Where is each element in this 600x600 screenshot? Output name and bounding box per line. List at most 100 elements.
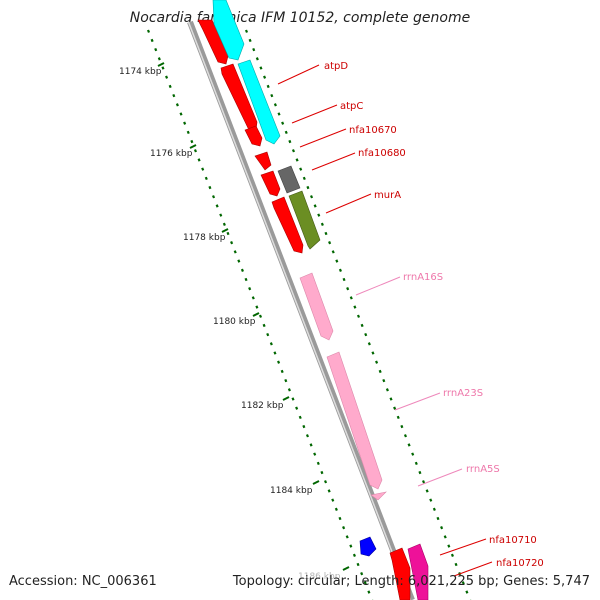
scale-dot [310, 195, 314, 199]
cds-feature[interactable] [197, 19, 229, 65]
scale-dot [179, 112, 183, 116]
gene-label-nfa10720[interactable]: nfa10720 [496, 558, 544, 569]
scale-dot [316, 461, 320, 466]
gene-label-rrnA23S[interactable]: rrnA23S [443, 388, 483, 399]
murA-feature[interactable] [288, 190, 321, 250]
magenta-feature[interactable] [407, 543, 429, 600]
scale-dot [248, 38, 252, 43]
scale-dot [154, 47, 158, 52]
scale-dot [240, 268, 244, 272]
scale-dot [345, 535, 349, 539]
scale-dot [161, 66, 165, 70]
scale-major-tick [342, 566, 350, 571]
scale-dot [277, 112, 281, 116]
scale-major-tick [157, 62, 165, 67]
scale-dot [309, 443, 313, 447]
scale-dot [222, 222, 226, 226]
gene-label-nfa10680[interactable]: nfa10680 [358, 148, 406, 159]
scale-dot [273, 103, 277, 107]
scale-dot [356, 562, 360, 567]
scale-dot [193, 149, 197, 153]
scale-dot [425, 489, 429, 493]
scale-dot [295, 406, 299, 410]
atpC-feature[interactable] [237, 59, 281, 145]
scale-dot [440, 526, 444, 530]
scale-dot [269, 342, 273, 346]
scale-dot [349, 296, 353, 300]
genome-summary-text: Topology: circular; Length: 6,021,225 bp… [232, 574, 590, 589]
scale-dot [367, 590, 371, 594]
scale-dot [157, 57, 161, 61]
scale-dot [375, 360, 379, 364]
scale-label: 1174 kbp [119, 67, 162, 77]
scale-dot [317, 213, 321, 217]
cds-feature[interactable] [254, 151, 272, 171]
cds-feature[interactable] [389, 547, 411, 600]
scale-dot [204, 176, 208, 181]
scale-major-tick [221, 228, 229, 233]
scale-dot [305, 434, 309, 438]
label-leaders [277, 64, 493, 577]
scale-major-tick [312, 480, 320, 485]
scale-dot [197, 158, 201, 162]
gene-labels: atpD atpC nfa10670 nfa10680 murA rrnA16S… [324, 61, 544, 569]
scale-dot [385, 388, 389, 392]
scale-dot [284, 130, 288, 135]
scale-dot [183, 121, 187, 125]
scale-dot [168, 84, 172, 89]
features-track [197, 0, 429, 600]
scale-dot [212, 195, 216, 199]
scale-dot [461, 581, 465, 585]
gene-label-rrnA5S[interactable]: rrnA5S [466, 464, 500, 475]
scale-labels: 1174 kbp 1176 kbp 1178 kbp 1180 kbp 1182… [119, 67, 341, 582]
gene-label-nfa10710[interactable]: nfa10710 [489, 535, 537, 546]
scale-dot [251, 296, 255, 300]
scale-dot [313, 204, 317, 208]
scale-dot [266, 332, 270, 337]
accession-text: Accession: NC_006361 [9, 574, 157, 589]
scale-dot [327, 489, 331, 493]
atpD-feature[interactable] [212, 0, 245, 61]
cds-feature[interactable] [271, 196, 304, 254]
scale-dot [208, 185, 212, 190]
scale-dot [201, 167, 205, 171]
scale-dot [230, 241, 234, 245]
scale-dot [411, 452, 415, 456]
scale-dot [219, 213, 223, 217]
cds-feature[interactable] [244, 125, 263, 147]
scale-dot [263, 75, 267, 79]
rrnA16S-feature[interactable] [299, 272, 334, 341]
rrnA5S-feature[interactable] [370, 491, 387, 501]
scale-dot [302, 176, 306, 181]
scale-dot [352, 553, 356, 557]
blue-feature[interactable] [359, 536, 377, 557]
scale-dot [287, 388, 291, 392]
scale-dot [320, 222, 324, 226]
scale-dot [418, 470, 422, 475]
scale-dot [190, 139, 194, 144]
gene-label-atpD[interactable]: atpD [324, 61, 348, 72]
scale-dot [255, 305, 259, 309]
scale-dot [244, 277, 248, 282]
scale-dot [346, 287, 350, 291]
gene-label-rrnA16S[interactable]: rrnA16S [403, 272, 443, 283]
gray-feature[interactable] [277, 165, 301, 194]
gene-label-atpC[interactable]: atpC [340, 101, 363, 112]
gene-label-murA[interactable]: murA [374, 190, 401, 201]
scale-dot [172, 93, 176, 98]
scale-dot [363, 581, 367, 585]
scale-dot [414, 461, 418, 466]
rrnA23S-feature[interactable] [326, 351, 383, 490]
scale-dot [324, 480, 328, 484]
gene-label-nfa10670[interactable]: nfa10670 [349, 125, 397, 136]
scale-dot [342, 277, 346, 282]
scale-dot [436, 516, 440, 521]
scale-dot [331, 250, 335, 254]
scale-dot [150, 38, 154, 43]
scale-dot [299, 167, 303, 171]
scale-dot [389, 397, 393, 401]
scale-dot [226, 231, 230, 236]
scale-dot [465, 590, 469, 594]
scale-label: 1176 kbp [150, 149, 193, 159]
cds-feature[interactable] [260, 170, 281, 197]
